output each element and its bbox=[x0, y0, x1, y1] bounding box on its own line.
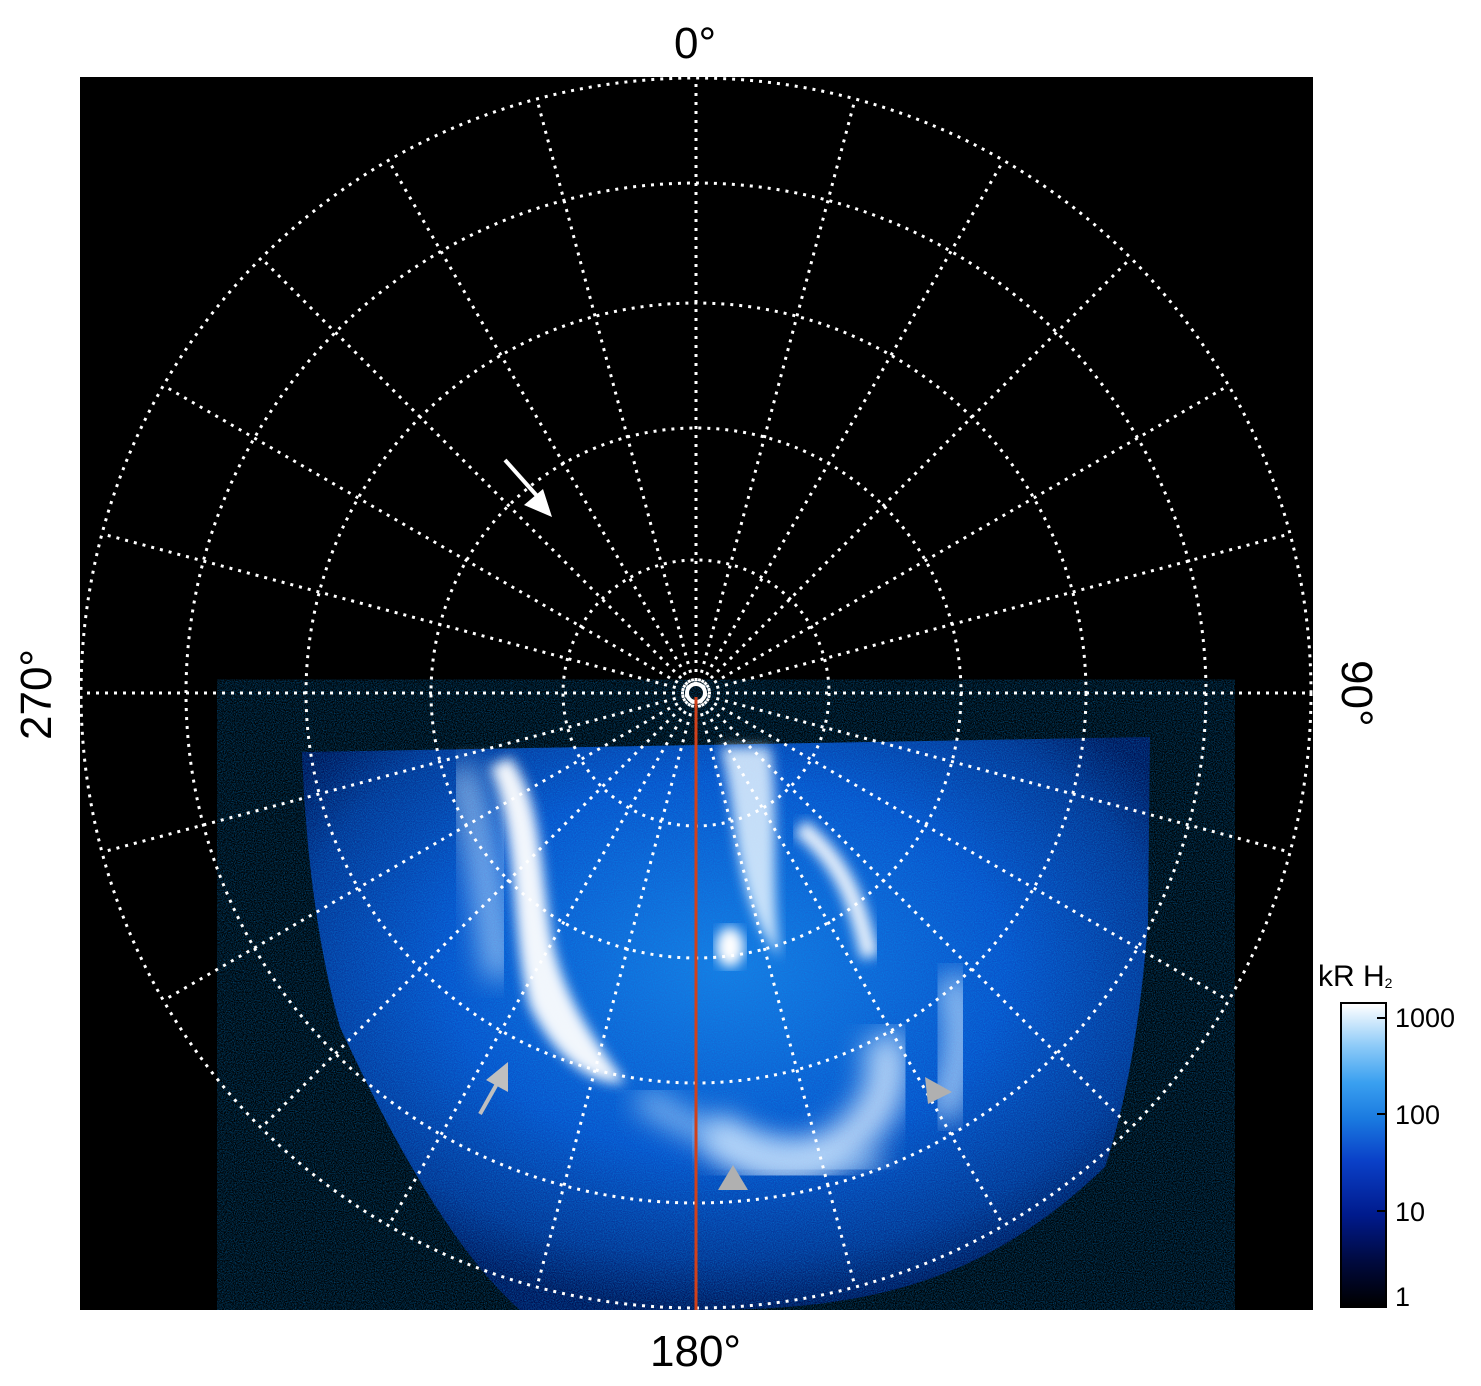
white-arrow bbox=[503, 458, 552, 517]
meridian-gridline bbox=[703, 257, 1132, 686]
meridian-gridline bbox=[707, 694, 1291, 854]
meridian-gridline bbox=[260, 257, 689, 686]
meridian-gridline bbox=[700, 702, 1005, 1227]
meridian-gridline bbox=[707, 532, 1291, 692]
longitude-label-90: 90° bbox=[1332, 660, 1381, 727]
meridian-gridline bbox=[260, 700, 689, 1129]
meridian-gridline bbox=[697, 704, 857, 1288]
meridian-gridline bbox=[700, 159, 1005, 684]
meridian-gridline bbox=[387, 159, 692, 684]
colorbar-title: kR H2 bbox=[1318, 960, 1393, 993]
colorbar-tickmark bbox=[1377, 1210, 1387, 1212]
meridian-gridline bbox=[535, 704, 695, 1288]
meridian-gridline bbox=[705, 384, 1230, 689]
meridian-gridline bbox=[162, 697, 687, 1002]
meridian-gridline bbox=[705, 697, 1230, 1002]
longitude-label-0: 0° bbox=[674, 19, 717, 68]
meridian-gridline bbox=[101, 694, 685, 854]
colorbar-tick-10: 10 bbox=[1395, 1197, 1426, 1227]
meridian-gridline bbox=[162, 384, 687, 689]
colorbar-tick-1: 1 bbox=[1395, 1282, 1411, 1312]
meridian-gridline bbox=[387, 702, 692, 1227]
meridian-gridline bbox=[697, 98, 857, 682]
polar-plot-svg bbox=[80, 77, 1313, 1310]
grey-arrow-left bbox=[478, 1062, 508, 1115]
colorbar-tickmark bbox=[1377, 1017, 1387, 1019]
colorbar-tick-1000: 1000 bbox=[1395, 1003, 1456, 1033]
polar-projection-plot bbox=[80, 77, 1313, 1310]
meridian-gridline bbox=[703, 700, 1132, 1129]
meridian-gridline bbox=[101, 532, 685, 692]
colorbar bbox=[1340, 1002, 1387, 1308]
meridian-gridline bbox=[535, 98, 695, 682]
grey-arrow-right bbox=[925, 1077, 952, 1104]
auroral-emission-region bbox=[302, 737, 1150, 1310]
grey-arrow-bottom bbox=[718, 1165, 748, 1190]
longitude-label-180: 180° bbox=[650, 1327, 742, 1376]
longitude-label-270: 270° bbox=[12, 648, 61, 740]
colorbar-tick-100: 100 bbox=[1395, 1100, 1441, 1130]
colorbar-tickmark bbox=[1377, 1113, 1387, 1115]
